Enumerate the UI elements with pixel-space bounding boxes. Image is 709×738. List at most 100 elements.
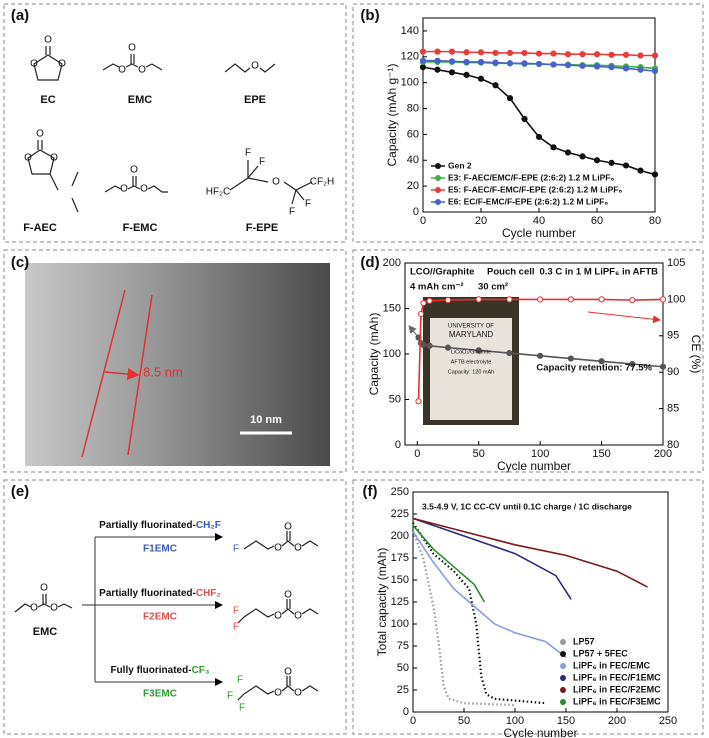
legend-marker — [435, 187, 441, 193]
compound-name: F-AEC — [23, 222, 57, 234]
marker — [535, 133, 543, 141]
y-tick-label: 40 — [407, 154, 419, 166]
y-tick-label: 100 — [383, 348, 401, 360]
legend-label: LiPF₆ in FEC/F1EMC — [573, 672, 661, 682]
marker — [426, 297, 433, 304]
y2-tick-label: 100 — [667, 293, 685, 305]
series-line — [412, 524, 486, 603]
atom-label: O — [274, 543, 282, 554]
annotation: Capacity retention: 77.5% — [536, 363, 652, 374]
bond — [243, 685, 275, 695]
y2-tick-label: 90 — [667, 366, 679, 378]
y-tick-label: 75 — [397, 640, 409, 652]
annotation: 4 mAh cm⁻² — [410, 282, 464, 293]
legend-marker — [435, 163, 441, 169]
annotation: MARYLAND — [449, 330, 494, 339]
legend-label: LiPF₆ in FEC/F2EMC — [573, 684, 661, 694]
legend-marker — [435, 199, 441, 205]
bond — [301, 540, 319, 547]
y-axis-label: Total capacity (mAh) — [375, 548, 389, 657]
marker — [426, 342, 433, 349]
bond — [291, 189, 297, 205]
atom-label: O — [284, 667, 292, 678]
atom-label: O — [251, 61, 259, 72]
atom-label: O — [284, 590, 292, 601]
arrow — [587, 311, 661, 324]
marker — [492, 49, 499, 57]
annotation: AFTB electrolyte — [451, 359, 492, 365]
bond — [37, 603, 51, 608]
route-group: CHF₂ — [196, 588, 221, 599]
bond — [71, 197, 79, 213]
marker — [593, 63, 601, 70]
marker — [550, 50, 557, 57]
legend-marker — [435, 175, 441, 181]
marker — [420, 299, 427, 307]
marker — [637, 52, 644, 59]
panel-label: (b) — [360, 7, 379, 24]
marker — [417, 310, 425, 318]
annotation: LiCoO₂/Graphite — [451, 349, 491, 355]
x-axis-label: Cycle number — [503, 726, 577, 738]
marker — [564, 149, 572, 156]
y-tick-label: 150 — [383, 302, 401, 314]
marker — [608, 159, 615, 166]
x-tick-label: 100 — [531, 448, 549, 460]
x-tick-label: 0 — [410, 715, 416, 727]
marker — [659, 296, 667, 303]
atom-label: F — [305, 199, 311, 210]
product-name: F1EMC — [143, 544, 177, 555]
x-tick-label: 80 — [649, 215, 661, 227]
y-tick-label: 150 — [391, 574, 409, 586]
annotation: UNIVERSITY OF — [448, 324, 494, 330]
annotation: Pouch cell — [487, 267, 535, 278]
compound-name: F-EPE — [246, 222, 278, 234]
marker — [419, 64, 427, 71]
bond — [127, 185, 141, 190]
marker — [608, 51, 615, 58]
bond — [71, 171, 79, 187]
route-label: Fully fluorinated-CF₃ — [110, 665, 209, 676]
y2-tick-label: 80 — [667, 439, 679, 451]
atom-label: F — [259, 157, 265, 168]
atom-label: F — [233, 606, 239, 617]
legend-marker — [560, 639, 566, 645]
bond — [237, 616, 245, 624]
marker — [475, 296, 482, 303]
marker — [434, 48, 441, 55]
annotation: 3.5-4.9 V, 1C CC-CV until 0.1C charge / … — [422, 501, 632, 511]
marker — [579, 153, 586, 160]
marker — [651, 171, 659, 178]
x-tick-label: 0 — [420, 215, 426, 227]
x-tick-label: 200 — [608, 715, 626, 727]
panel-frames — [3, 3, 704, 735]
marker — [629, 297, 636, 304]
legend-marker — [560, 675, 566, 681]
marker — [475, 347, 482, 354]
x-tick-label: 50 — [473, 448, 485, 460]
x-tick-label: 100 — [506, 715, 524, 727]
atom-label: F — [233, 544, 239, 555]
bond — [281, 608, 295, 615]
marker — [506, 296, 513, 303]
x-tick-label: 200 — [654, 448, 672, 460]
legend-marker — [560, 687, 566, 693]
marker — [448, 58, 456, 65]
atom-label: O — [40, 583, 48, 594]
marker — [448, 69, 456, 76]
legend-marker — [560, 699, 566, 705]
y-tick-label: 125 — [391, 596, 409, 608]
y-tick-label: 20 — [407, 180, 419, 192]
bond — [237, 693, 245, 701]
x-axis-label: Cycle number — [502, 226, 576, 240]
marker — [434, 66, 441, 73]
bond — [49, 173, 59, 191]
y2-tick-label: 105 — [667, 257, 685, 269]
route-label: Partially fluorinated-CH₂F — [99, 520, 221, 531]
y-tick-label: 200 — [383, 257, 401, 269]
x-tick-label: 0 — [414, 448, 420, 460]
marker — [535, 50, 543, 57]
bond — [301, 608, 319, 615]
panel-label: (c) — [11, 254, 29, 271]
